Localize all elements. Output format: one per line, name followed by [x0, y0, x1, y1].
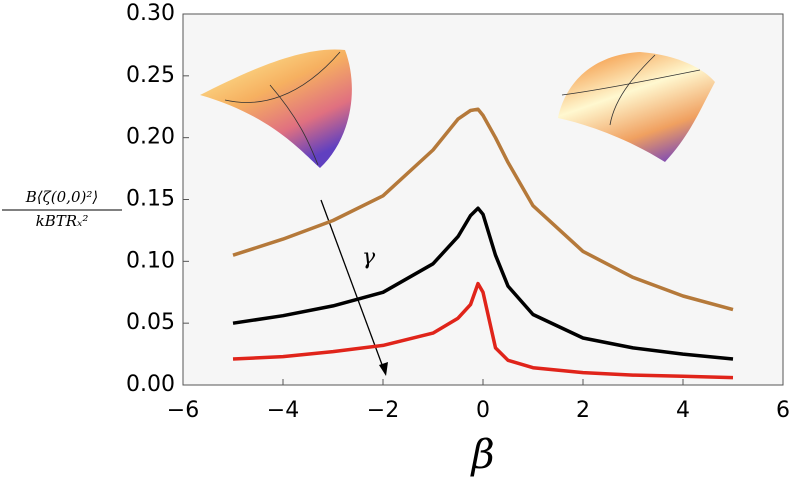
gamma-arrow: [320, 199, 385, 371]
y-axis-label-denominator: kBTRₓ²: [36, 212, 89, 230]
y-tick-label: 0.10: [126, 248, 175, 273]
y-tick-label: 0.20: [126, 125, 175, 150]
y-tick-label: 0.05: [126, 310, 175, 335]
x-tick-label: 6: [776, 398, 790, 423]
x-tick-label: 0: [476, 398, 490, 423]
y-axis-label-numerator: B⟨ζ(0,0)²⟩: [25, 188, 98, 206]
x-tick-label: −2: [367, 398, 399, 423]
x-tick-label: 2: [576, 398, 590, 423]
y-tick-label: 0.25: [126, 63, 175, 88]
y-tick-label: 0.30: [126, 1, 175, 26]
gamma-arrowhead: [379, 362, 388, 376]
y-tick-label: 0.00: [126, 372, 175, 397]
series-line: [232, 206, 734, 361]
surface-insets: [200, 49, 715, 168]
surface-left: [200, 49, 352, 168]
series-line: [232, 107, 734, 312]
x-tick-label: −4: [267, 398, 299, 423]
annotation: γ: [362, 245, 376, 270]
x-tick-label: 4: [676, 398, 690, 423]
surface-left-lines: [224, 51, 341, 166]
series-line: [232, 281, 734, 380]
surface-right-lines: [561, 54, 701, 126]
y-tick-label: 0.15: [126, 187, 175, 212]
x-tick-label: −6: [167, 398, 199, 423]
x-axis-label: β: [469, 432, 494, 478]
surface-right: [558, 52, 715, 162]
